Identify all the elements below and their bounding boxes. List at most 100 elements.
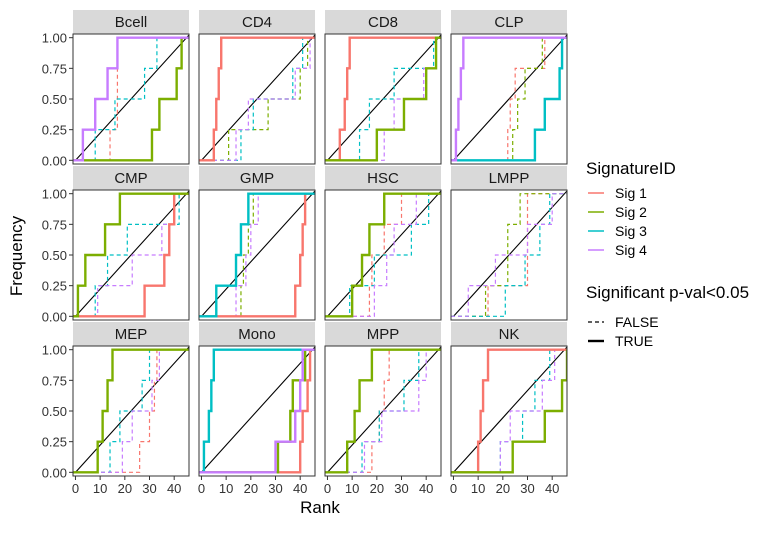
ecdf-line-cd4-sig4 xyxy=(199,37,315,161)
y-tick-label: 0.25 xyxy=(42,279,67,294)
ecdf-line-bcell-sig3 xyxy=(73,37,189,161)
y-tick-label: 0.75 xyxy=(42,373,67,388)
legend-linetype-title: Significant p-val<0.05 xyxy=(586,283,749,302)
facet-label-mono: Mono xyxy=(238,326,276,343)
facet-label-nk: NK xyxy=(499,326,520,343)
facet-strip-lmpp xyxy=(451,166,567,190)
facet-label-clp: CLP xyxy=(494,14,523,31)
x-tick-label: 20 xyxy=(496,481,510,496)
ecdf-line-gmp-sig1 xyxy=(199,192,315,318)
y-tick-label: 0.50 xyxy=(42,404,67,419)
ecdf-line-lmpp-sig1 xyxy=(451,193,567,317)
ecdf-line-cd8-sig3 xyxy=(325,37,441,161)
x-tick-label: 20 xyxy=(370,481,384,496)
facet-label-gmp: GMP xyxy=(240,170,274,187)
y-tick-label: 1.00 xyxy=(42,343,67,358)
x-tick-label: 30 xyxy=(268,481,282,496)
ecdf-line-mpp-sig4 xyxy=(325,349,441,473)
facet-label-hsc: HSC xyxy=(367,170,399,187)
ecdf-line-mono-sig2 xyxy=(199,348,315,474)
facet-strip-nk xyxy=(451,322,567,346)
x-tick-label: 0 xyxy=(198,481,205,496)
ecdf-line-mono-sig4 xyxy=(199,348,315,474)
diagonal-reference-line xyxy=(201,190,315,317)
y-tick-label: 0.00 xyxy=(42,309,67,324)
diagonal-reference-line xyxy=(453,346,567,473)
ecdf-line-bcell-sig2 xyxy=(73,36,189,162)
diagonal-reference-line xyxy=(75,346,189,473)
facet-strip-mono xyxy=(199,322,315,346)
ecdf-line-cd4-sig2 xyxy=(199,37,315,161)
legend-label-sig1: Sig 1 xyxy=(615,185,647,201)
y-tick-label: 0.25 xyxy=(42,435,67,450)
facet-label-bcell: Bcell xyxy=(115,14,148,31)
x-tick-label: 20 xyxy=(118,481,132,496)
ecdf-line-cmp-sig1 xyxy=(73,192,189,318)
ecdf-line-mep-sig3 xyxy=(73,349,189,473)
legend-label-false: FALSE xyxy=(615,314,659,330)
ecdf-line-clp-sig1 xyxy=(451,37,567,161)
ecdf-line-cd8-sig2 xyxy=(325,36,441,162)
facet-strip-gmp xyxy=(199,166,315,190)
ecdf-line-mono-sig3 xyxy=(199,348,315,474)
facet-strip-mep xyxy=(73,322,189,346)
facet-strip-clp xyxy=(451,10,567,34)
ecdf-line-nk-sig4 xyxy=(451,349,567,473)
diagonal-reference-line xyxy=(201,34,315,161)
y-tick-label: 1.00 xyxy=(42,31,67,46)
x-axis-title: Rank xyxy=(300,498,340,517)
diagonal-reference-line xyxy=(201,346,315,473)
x-tick-label: 0 xyxy=(324,481,331,496)
ecdf-line-cmp-sig2 xyxy=(73,192,189,318)
legend-color-title: SignatureID xyxy=(586,159,676,178)
x-tick-label: 30 xyxy=(142,481,156,496)
y-tick-label: 0.25 xyxy=(42,123,67,138)
x-tick-label: 40 xyxy=(419,481,433,496)
ecdf-line-nk-sig1 xyxy=(451,348,567,474)
diagonal-reference-line xyxy=(75,34,189,161)
ecdf-line-cd8-sig1 xyxy=(325,36,441,162)
ecdf-line-mono-sig1 xyxy=(199,348,315,474)
ecdf-line-bcell-sig4 xyxy=(73,36,189,162)
ecdf-line-cmp-sig3 xyxy=(73,193,189,317)
diagonal-reference-line xyxy=(75,190,189,317)
ecdf-line-gmp-sig3 xyxy=(199,192,315,318)
legend-label-sig3: Sig 3 xyxy=(615,223,647,239)
panel-border-mpp xyxy=(324,345,442,477)
y-tick-label: 0.50 xyxy=(42,92,67,107)
ecdf-line-mpp-sig1 xyxy=(325,349,441,473)
facet-strip-mpp xyxy=(325,322,441,346)
facet-label-cd8: CD8 xyxy=(368,14,398,31)
y-axis-title: Frequency xyxy=(7,215,26,296)
legend-label-sig4: Sig 4 xyxy=(615,242,647,258)
x-tick-label: 40 xyxy=(293,481,307,496)
ecdf-line-clp-sig3 xyxy=(451,36,567,162)
x-tick-label: 0 xyxy=(72,481,79,496)
x-tick-label: 30 xyxy=(520,481,534,496)
ecdf-line-lmpp-sig3 xyxy=(451,193,567,317)
y-tick-label: 0.75 xyxy=(42,217,67,232)
panel-border-clp xyxy=(450,33,568,165)
ecdf-line-cmp-sig4 xyxy=(73,193,189,317)
y-tick-label: 0.00 xyxy=(42,465,67,480)
ecdf-line-lmpp-sig4 xyxy=(451,193,567,317)
facet-label-lmpp: LMPP xyxy=(489,170,530,187)
facet-label-mep: MEP xyxy=(115,326,148,343)
panel-border-nk xyxy=(450,345,568,477)
ecdf-line-cd4-sig1 xyxy=(199,36,315,162)
legend-label-sig2: Sig 2 xyxy=(615,204,647,220)
ecdf-line-mep-sig4 xyxy=(73,349,189,473)
facet-strip-cd8 xyxy=(325,10,441,34)
facet-label-cmp: CMP xyxy=(114,170,147,187)
diagonal-reference-line xyxy=(453,34,567,161)
y-tick-label: 0.50 xyxy=(42,248,67,263)
ecdf-line-clp-sig2 xyxy=(451,37,567,161)
ecdf-line-clp-sig4 xyxy=(451,36,567,162)
panel-border-hsc xyxy=(324,189,442,321)
diagonal-reference-line xyxy=(327,34,441,161)
facet-strip-bcell xyxy=(73,10,189,34)
panel-border-mono xyxy=(198,345,316,477)
x-tick-label: 40 xyxy=(545,481,559,496)
